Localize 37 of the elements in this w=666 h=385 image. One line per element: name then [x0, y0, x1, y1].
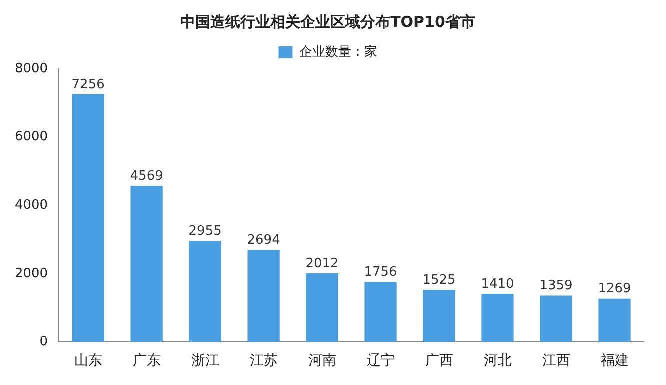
x-tick-label: 辽宁 [366, 353, 395, 370]
y-tick-label: 2000 [14, 266, 48, 282]
bar [248, 250, 280, 342]
data-label: 1359 [540, 278, 573, 294]
data-label: 2012 [306, 256, 339, 272]
bar [482, 294, 514, 342]
legend-label: 企业数量：家 [299, 44, 378, 60]
data-label: 1410 [481, 276, 514, 292]
y-tick-label: 0 [40, 334, 48, 350]
bar [540, 296, 572, 342]
data-label: 1269 [598, 282, 632, 297]
x-tick-label: 福建 [600, 353, 629, 370]
x-tick-label: 山东 [74, 353, 102, 370]
x-tick-label: 江苏 [250, 353, 278, 370]
data-label: 1756 [364, 265, 398, 280]
data-label: 2955 [188, 224, 222, 240]
bar [72, 94, 104, 342]
bar [130, 186, 163, 342]
x-tick-label: 广东 [132, 353, 161, 370]
x-tick-label: 江西 [542, 353, 570, 370]
y-tick-label: 8000 [14, 61, 48, 76]
y-tick-label: 4000 [14, 198, 48, 213]
y-tick-label: 6000 [14, 130, 48, 145]
bar [306, 273, 338, 342]
x-tick-label: 河北 [484, 353, 512, 370]
x-tick-label: 河南 [308, 353, 336, 370]
data-label: 1525 [422, 272, 456, 288]
x-tick-label: 广西 [425, 353, 454, 370]
chart-title: 中国造纸行业相关企业区域分布TOP10省市 [180, 12, 476, 31]
bar [598, 298, 631, 342]
data-label: 7256 [72, 77, 105, 92]
data-label: 2694 [247, 233, 280, 248]
bar [423, 290, 456, 342]
x-tick-label: 浙江 [191, 353, 220, 370]
bar [364, 282, 397, 342]
data-label: 4569 [130, 169, 164, 184]
bar [189, 241, 222, 342]
